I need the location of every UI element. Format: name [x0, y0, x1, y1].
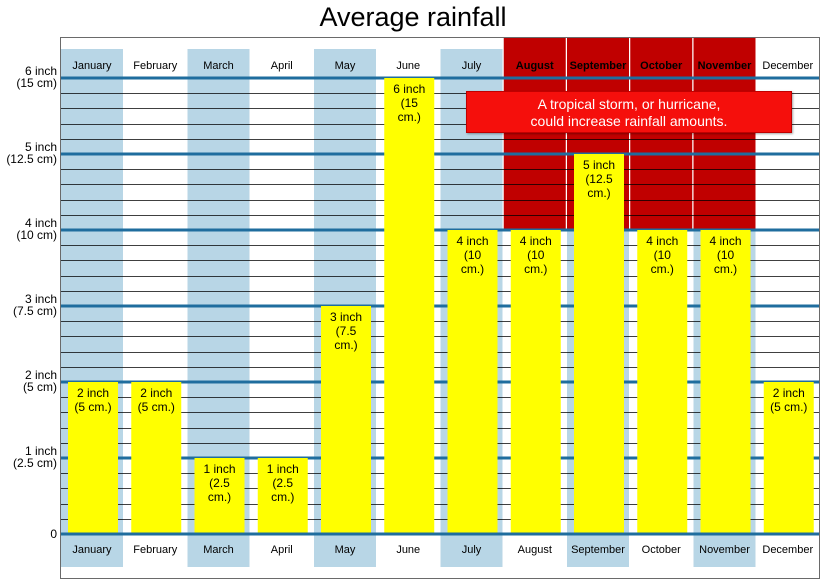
x-tick-label: August — [518, 544, 552, 556]
x-tick-label: January — [72, 544, 112, 556]
x-tick-label: December — [762, 544, 813, 556]
x-tick-label-top: March — [203, 60, 234, 72]
storm-annotation: A tropical storm, or hurricane, could in… — [466, 91, 792, 133]
bar-september — [574, 154, 624, 534]
y-tick-label: 6 inch (15 cm) — [16, 64, 57, 90]
y-tick-label: 5 inch (12.5 cm) — [6, 140, 57, 166]
bar-value-label: 2 inch (5 cm.) — [770, 386, 807, 414]
x-tick-label-top: October — [640, 60, 683, 72]
y-tick-label: 1 inch (2.5 cm) — [13, 444, 57, 470]
y-tick-label: 2 inch (5 cm) — [23, 368, 57, 394]
x-tick-label: October — [642, 544, 681, 556]
x-tick-label-top: January — [72, 60, 112, 72]
bar-june — [384, 78, 435, 534]
bar-value-label: 5 inch (12.5 cm.) — [583, 158, 615, 200]
bar-value-label: 1 inch (2.5 cm.) — [203, 462, 235, 504]
x-tick-label-top: May — [335, 60, 356, 72]
x-tick-label-top: September — [570, 60, 628, 72]
bar-value-label: 4 inch (10 cm.) — [520, 234, 552, 276]
bar-november — [700, 230, 751, 534]
bar-april — [257, 458, 308, 534]
x-tick-label: September — [571, 544, 625, 556]
x-tick-label: May — [335, 544, 356, 556]
x-tick-label-top: February — [133, 60, 178, 72]
bar-august — [510, 230, 561, 534]
x-tick-label-top: December — [762, 60, 813, 72]
bar-value-label: 1 inch (2.5 cm.) — [267, 462, 299, 504]
x-tick-label: November — [699, 544, 750, 556]
bar-value-label: 3 inch (7.5 cm.) — [330, 310, 362, 352]
bar-december — [763, 382, 814, 534]
bar-value-label: 4 inch (10 cm.) — [646, 234, 678, 276]
bar-march — [194, 458, 245, 534]
x-tick-label: March — [203, 544, 234, 556]
y-tick-label: 4 inch (10 cm) — [16, 216, 57, 242]
x-tick-label-top: August — [516, 60, 554, 72]
x-tick-label-top: November — [698, 60, 753, 72]
x-tick-label: June — [396, 544, 420, 556]
y-tick-label: 3 inch (7.5 cm) — [13, 292, 57, 318]
x-tick-label-top: June — [396, 60, 420, 72]
x-tick-label-top: July — [462, 60, 482, 72]
chart-title: Average rainfall — [319, 2, 507, 32]
bar-value-label: 4 inch (10 cm.) — [709, 234, 741, 276]
storm-band-november — [693, 38, 756, 230]
storm-band-october — [630, 38, 693, 230]
bar-july — [447, 230, 498, 534]
bar-february — [131, 382, 182, 534]
bar-value-label: 2 inch (5 cm.) — [138, 386, 175, 414]
x-tick-label-top: April — [271, 60, 293, 72]
bar-value-label: 4 inch (10 cm.) — [456, 234, 488, 276]
plot-frame — [60, 37, 820, 579]
x-tick-label: July — [462, 544, 482, 556]
bar-value-label: 6 inch (15 cm.) — [393, 82, 425, 124]
storm-band-august — [503, 38, 566, 230]
x-tick-label: April — [271, 544, 293, 556]
bar-january — [68, 382, 118, 534]
bar-october — [637, 230, 688, 534]
y-tick-label: 0 — [50, 527, 57, 541]
x-tick-label: February — [133, 544, 178, 556]
bar-may — [321, 306, 371, 534]
bar-value-label: 2 inch (5 cm.) — [74, 386, 111, 414]
